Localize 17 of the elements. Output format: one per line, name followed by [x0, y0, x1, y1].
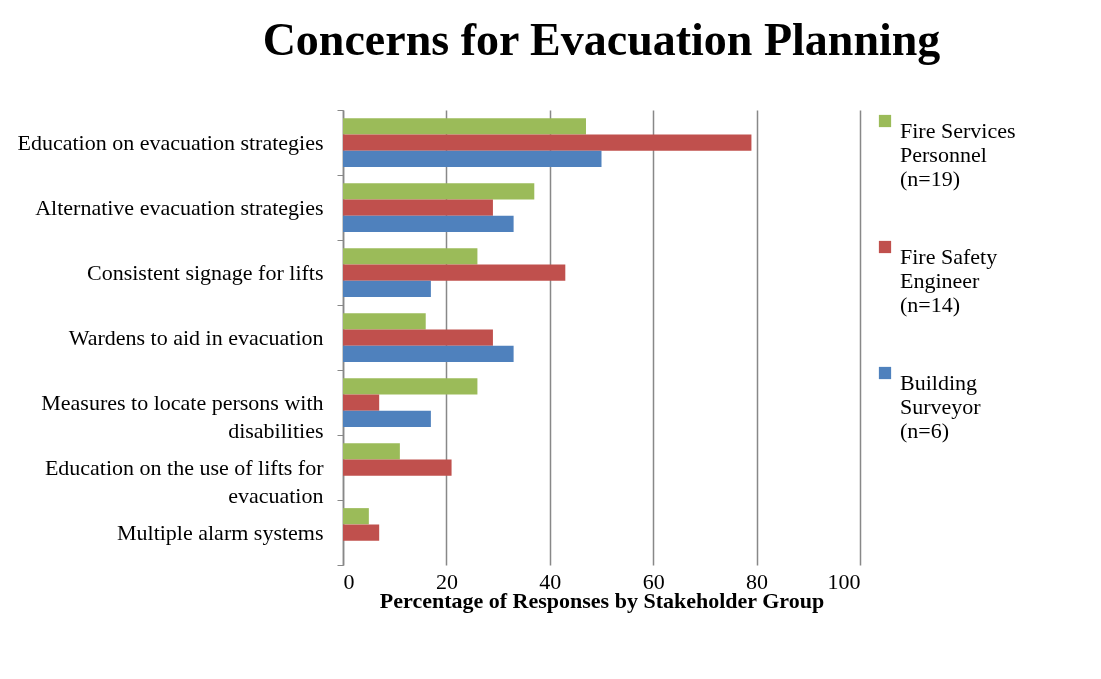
y-tick-label: Consistent signage for lifts	[87, 260, 324, 285]
y-tick-label: Alternative evacuation strategies	[35, 195, 324, 220]
legend-label: Building Surveyor (n=6)	[900, 370, 982, 443]
x-tick-label: 20	[435, 568, 458, 594]
x-tick-label: 0	[343, 568, 355, 594]
y-tick-label: Measures to locate persons with disabilities	[41, 390, 324, 443]
y-tick-label: Multiple alarm systems	[116, 520, 324, 545]
chart-title: Concerns for Evacuation Planning	[262, 14, 941, 65]
legend-label: Fire Safety Engineer (n=14)	[900, 244, 998, 317]
y-tick-label: Wardens to aid in evacuation	[68, 325, 324, 350]
legend-label: Fire Services Personnel (n=19)	[900, 118, 1016, 191]
y-tick-label: Education on evacuation strategies	[17, 130, 324, 155]
x-tick-label: 60	[642, 568, 665, 594]
x-tick-label: 80	[746, 568, 769, 594]
y-tick-label: Education on the use of lifts for evacuation	[44, 455, 325, 508]
x-tick-label: 40	[539, 568, 562, 594]
x-tick-label: 100	[827, 568, 861, 594]
